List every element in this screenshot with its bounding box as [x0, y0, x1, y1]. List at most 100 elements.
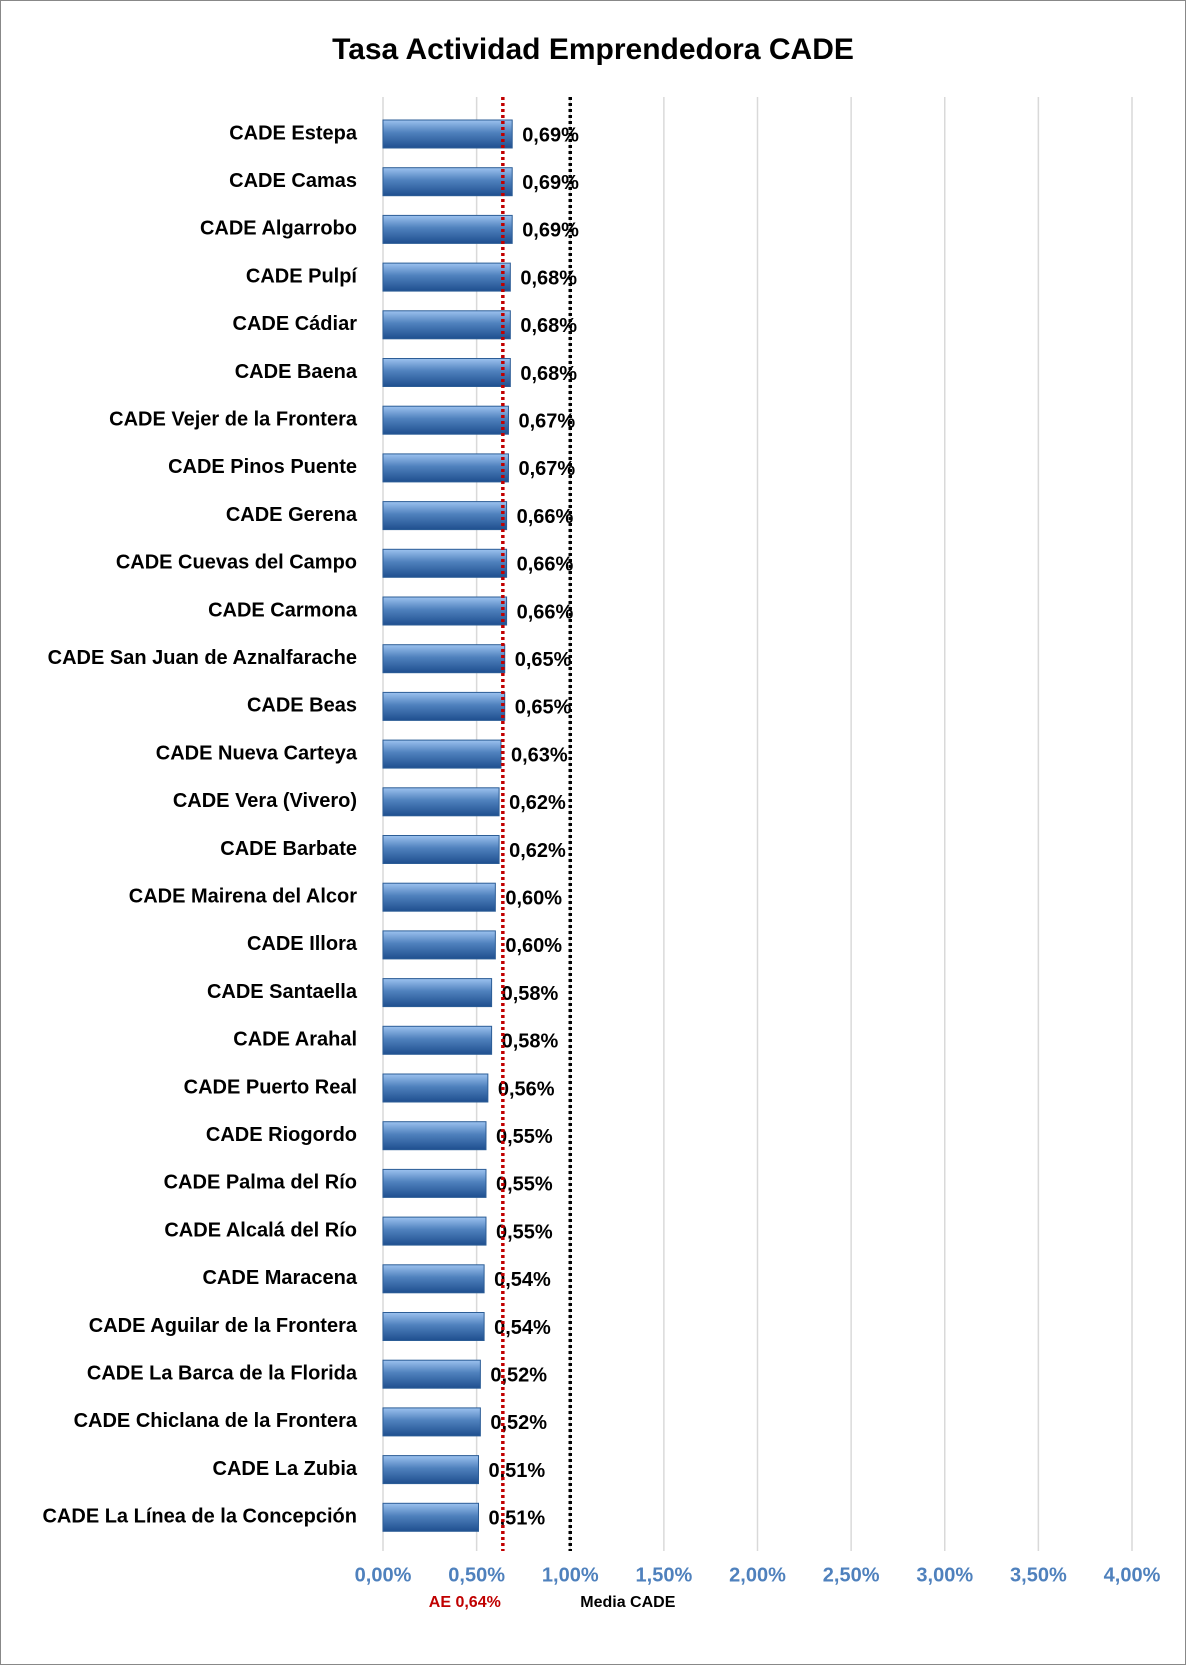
category-label: CADE Aguilar de la Frontera [89, 1315, 358, 1337]
data-label: 0,60% [505, 887, 562, 909]
category-label: CADE Palma del Río [164, 1172, 357, 1194]
bar [382, 1502, 479, 1532]
bar [382, 1073, 489, 1103]
bar [382, 835, 500, 864]
bar [382, 1407, 481, 1437]
reference-label: AE 0,64% [429, 1594, 501, 1611]
x-tick-label: 0,00% [355, 1564, 412, 1586]
category-label: CADE Riogordo [206, 1124, 357, 1146]
bar [382, 167, 513, 197]
category-label: CADE Vejer de la Frontera [109, 408, 358, 430]
bar [382, 644, 506, 674]
x-tick-label: 4,00% [1104, 1564, 1161, 1586]
bar [382, 596, 508, 626]
x-tick-label: 3,50% [1010, 1564, 1067, 1586]
category-label: CADE Vera (Vivero) [173, 790, 357, 812]
data-label: 0,54% [494, 1317, 551, 1339]
x-tick-label: 3,00% [916, 1564, 973, 1586]
data-label: 0,54% [494, 1269, 551, 1291]
data-label: 0,69% [522, 172, 579, 194]
category-label: CADE Cuevas del Campo [116, 552, 357, 574]
category-label: CADE La Zubia [213, 1458, 358, 1480]
data-label: 0,68% [520, 315, 577, 337]
bar [382, 548, 508, 578]
category-label: CADE Alcalá del Río [164, 1219, 357, 1241]
category-label: CADE La Línea de la Concepción [42, 1506, 357, 1528]
data-label: 0,56% [498, 1078, 555, 1100]
category-label: CADE La Barca de la Florida [87, 1362, 358, 1384]
data-label: 0,51% [488, 1508, 545, 1530]
category-label: CADE Maracena [202, 1267, 357, 1289]
data-label: 0,68% [520, 363, 577, 385]
category-label: CADE Santaella [207, 981, 358, 1003]
category-label: CADE San Juan de Aznalfarache [48, 647, 357, 669]
data-label: 0,62% [509, 840, 566, 862]
category-label: CADE Illora [247, 933, 358, 955]
category-label: CADE Gerena [226, 504, 358, 526]
data-label: 0,66% [517, 554, 574, 576]
category-label: CADE Estepa [229, 122, 358, 144]
bar [382, 405, 509, 435]
data-label: 0,52% [490, 1412, 547, 1434]
category-label: CADE Mairena del Alcor [129, 885, 357, 907]
bar [382, 978, 493, 1008]
data-label: 0,51% [488, 1460, 545, 1482]
data-label: 0,62% [509, 792, 566, 814]
bar [382, 501, 508, 531]
bar [382, 930, 496, 960]
data-label: 0,52% [490, 1364, 547, 1386]
bar [382, 119, 513, 149]
category-label: CADE Pinos Puente [168, 456, 357, 478]
category-label: CADE Pulpí [246, 265, 359, 287]
x-tick-label: 1,00% [542, 1564, 599, 1586]
data-label: 0,67% [518, 458, 575, 480]
bar [382, 1359, 481, 1389]
category-label: CADE Beas [247, 695, 357, 717]
x-tick-label: 0,50% [448, 1564, 505, 1586]
data-label: 0,55% [496, 1126, 553, 1148]
bar [382, 1025, 493, 1055]
data-label: 0,55% [496, 1174, 553, 1196]
bar [382, 453, 509, 483]
bar [382, 1216, 487, 1246]
category-label: CADE Carmona [208, 599, 358, 621]
bar [382, 1168, 487, 1198]
reference-label: Media CADE [580, 1594, 675, 1611]
bar [382, 310, 511, 340]
data-label: 0,63% [511, 744, 568, 766]
bar [382, 1455, 479, 1485]
bar [382, 214, 513, 244]
category-label: CADE Cádiar [233, 313, 358, 335]
category-label: CADE Chiclana de la Frontera [74, 1410, 358, 1432]
bar [382, 1312, 485, 1341]
bar [382, 1264, 485, 1294]
data-label: 0,58% [502, 983, 559, 1005]
x-tick-label: 2,00% [729, 1564, 786, 1586]
category-label: CADE Algarrobo [200, 218, 357, 240]
data-label: 0,66% [517, 601, 574, 623]
data-label: 0,69% [522, 220, 579, 242]
data-label: 0,55% [496, 1221, 553, 1243]
data-label: 0,58% [502, 1031, 559, 1053]
category-label: CADE Arahal [233, 1029, 357, 1051]
bar [382, 787, 500, 817]
x-tick-label: 1,50% [636, 1564, 693, 1586]
bar [382, 691, 506, 721]
category-label: CADE Baena [235, 361, 358, 383]
x-tick-label: 2,50% [823, 1564, 880, 1586]
data-label: 0,60% [505, 935, 562, 957]
bar [382, 262, 511, 292]
data-label: 0,65% [515, 697, 572, 719]
data-label: 0,65% [515, 649, 572, 671]
data-label: 0,67% [518, 410, 575, 432]
data-label: 0,66% [517, 506, 574, 528]
bar [382, 882, 496, 912]
category-label: CADE Puerto Real [184, 1076, 357, 1098]
bar [382, 358, 511, 387]
category-label: CADE Barbate [220, 838, 357, 860]
chart-title: Tasa Actividad Emprendedora CADE [332, 33, 854, 66]
bar [382, 1121, 487, 1151]
category-label: CADE Nueva Carteya [156, 742, 358, 764]
